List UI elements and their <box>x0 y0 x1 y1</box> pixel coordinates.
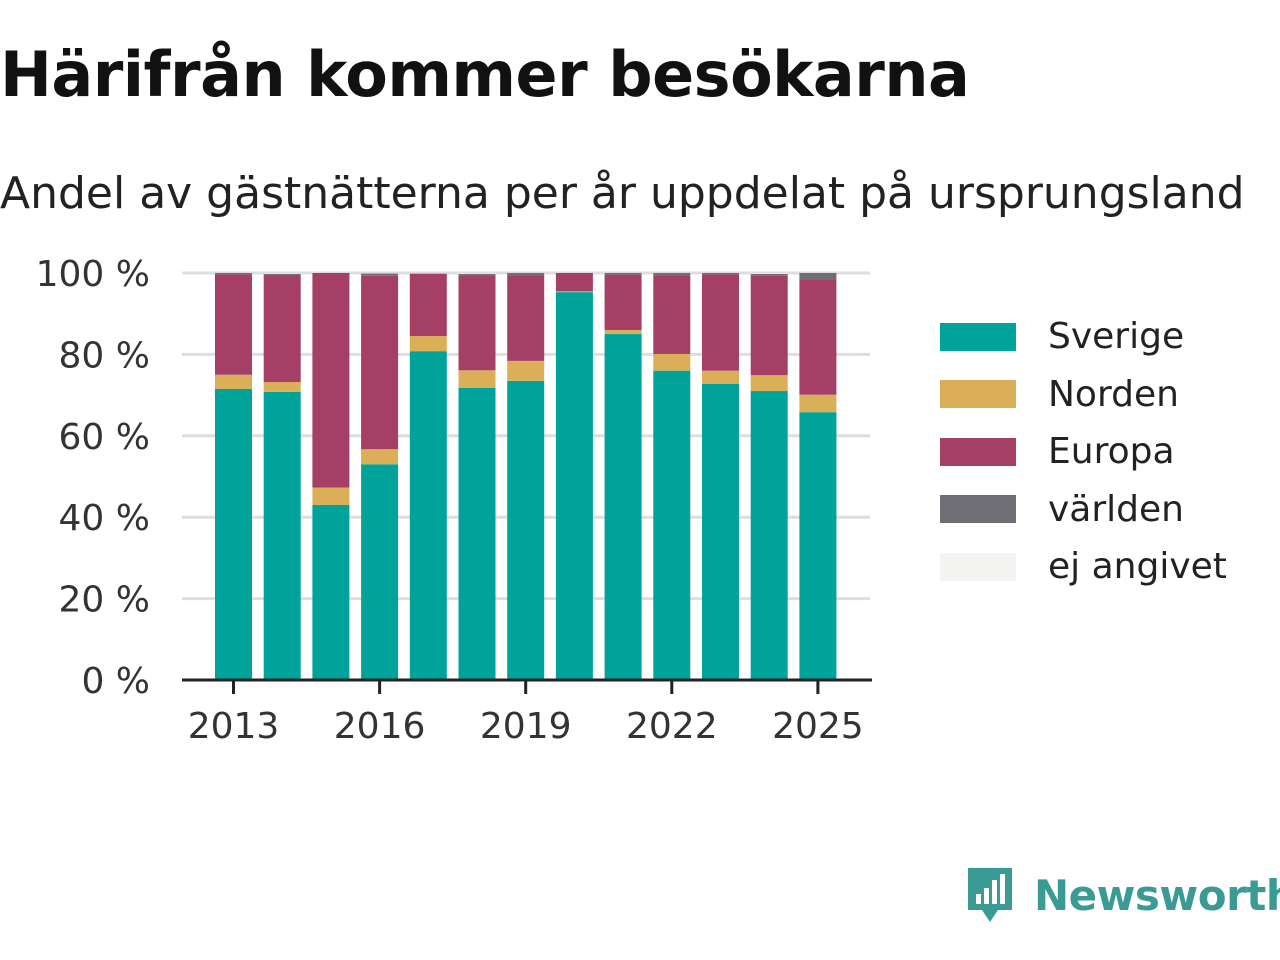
bar-segment-norden-2021 <box>604 329 642 335</box>
bar-segment-sverige-2014 <box>263 391 301 680</box>
bar-segment-europa-2019 <box>507 275 545 361</box>
bar-segment-norden-2022 <box>653 353 691 371</box>
bar-segment-världen-2018 <box>458 273 496 276</box>
legend-label: Europa <box>1048 431 1175 473</box>
legend: Sverige Norden Europa världen ej angivet <box>940 308 1227 596</box>
x-tick-label: 2019 <box>480 706 572 747</box>
bar-segment-sverige-2017 <box>409 351 447 680</box>
bar-segment-europa-2024 <box>750 275 788 376</box>
y-tick-label: 40 % <box>59 498 150 539</box>
bar-segment-europa-2016 <box>361 275 399 450</box>
bar-segment-sverige-2022 <box>653 370 691 680</box>
bar-segment-sverige-2023 <box>702 383 739 680</box>
bar-segment-norden-2016 <box>361 449 399 465</box>
bar-segment-europa-2020 <box>555 273 593 292</box>
bar-segment-norden-2015 <box>312 487 350 505</box>
axes: 0 % 20 % 40 % 60 % 80 % 100 % 2013 2016 2019 2022… <box>36 254 872 747</box>
legend-label: Norden <box>1048 373 1179 415</box>
bar-segment-världen-2016 <box>361 273 399 276</box>
bar-segment-världen-2022 <box>653 273 691 276</box>
bar-segment-ej-angivet-2018 <box>458 273 496 274</box>
bar-segment-norden-2017 <box>409 336 447 352</box>
bar-segment-sverige-2018 <box>458 387 496 680</box>
legend-swatch <box>940 380 1016 409</box>
legend-swatch <box>940 437 1016 466</box>
bar-segment-sverige-2021 <box>604 334 642 680</box>
brand-name: Newsworthy <box>1034 870 1280 920</box>
bar-segment-världen-2019 <box>507 273 545 276</box>
bar-segment-ej-angivet-2014 <box>263 273 301 274</box>
bar-segment-europa-2014 <box>263 275 301 383</box>
bar-segment-europa-2018 <box>458 275 496 371</box>
x-tick-label: 2025 <box>772 706 864 747</box>
brand-logo: Newsworthy <box>964 864 1280 926</box>
bar-segment-europa-2021 <box>604 274 642 330</box>
bar-segment-världen-2013 <box>215 273 252 275</box>
legend-item: ej angivet <box>940 538 1227 596</box>
y-tick-label: 0 % <box>81 661 150 702</box>
bar-segment-norden-2018 <box>458 370 496 388</box>
bar-segment-ej-angivet-2024 <box>750 273 788 274</box>
bar-segment-sverige-2025 <box>799 412 837 680</box>
bar-segment-norden-2019 <box>507 360 545 381</box>
chart-title: Härifrån kommer besökarna <box>0 38 970 111</box>
chart-subtitle: Andel av gästnätterna per år uppdelat på… <box>0 168 1245 219</box>
bar-segment-europa-2022 <box>653 275 691 354</box>
bar-segment-världen-2021 <box>604 273 642 275</box>
bar-segment-världen-2014 <box>263 273 301 276</box>
bar-segment-europa-2023 <box>702 274 739 371</box>
y-tick-label: 20 % <box>59 580 150 621</box>
bar-segment-europa-2017 <box>409 273 447 337</box>
bar-segment-norden-2020 <box>555 291 593 293</box>
bar-segment-europa-2015 <box>312 273 350 488</box>
legend-label: ej angivet <box>1048 546 1227 588</box>
y-tick-label: 100 % <box>36 254 150 295</box>
bar-segment-norden-2023 <box>702 370 739 384</box>
bar-segment-sverige-2016 <box>361 464 399 680</box>
newsworthy-logo-icon <box>968 868 1012 922</box>
legend-label: Sverige <box>1048 316 1185 358</box>
bar-segment-världen-2024 <box>750 273 788 276</box>
bar-segment-europa-2025 <box>799 279 837 395</box>
bar-segment-norden-2014 <box>263 382 301 392</box>
legend-swatch <box>940 322 1016 351</box>
bar-segment-sverige-2020 <box>555 292 593 680</box>
bar-segment-norden-2013 <box>215 374 252 389</box>
legend-item: Sverige <box>940 308 1227 366</box>
legend-item: Europa <box>940 423 1227 481</box>
bar-segment-sverige-2015 <box>312 504 350 680</box>
legend-item: världen <box>940 481 1227 539</box>
bar-segment-världen-2025 <box>799 273 837 280</box>
bars <box>215 273 837 680</box>
x-tick-label: 2016 <box>334 706 426 747</box>
x-tick-label: 2022 <box>626 706 718 747</box>
bar-segment-sverige-2013 <box>215 388 252 680</box>
bar-segment-norden-2024 <box>750 375 788 392</box>
legend-swatch <box>940 495 1016 524</box>
x-tick-label: 2013 <box>188 706 280 747</box>
y-tick-label: 80 % <box>59 335 150 376</box>
bar-segment-sverige-2019 <box>507 380 545 680</box>
bar-segment-världen-2023 <box>702 273 739 275</box>
legend-swatch <box>940 552 1016 581</box>
legend-label: världen <box>1048 488 1184 530</box>
legend-item: Norden <box>940 366 1227 424</box>
bar-segment-europa-2013 <box>215 274 252 375</box>
bar-segment-sverige-2024 <box>750 391 788 680</box>
y-tick-label: 60 % <box>59 417 150 458</box>
bar-segment-norden-2025 <box>799 394 837 413</box>
